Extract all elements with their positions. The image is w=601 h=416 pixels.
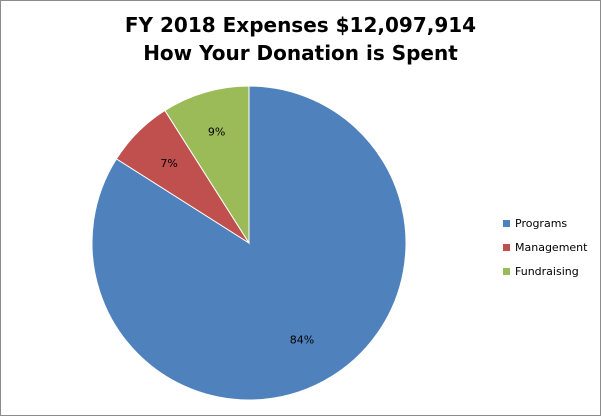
chart-title-line2: How Your Donation is Spent [143, 41, 458, 65]
legend-swatch-management [503, 243, 510, 251]
chart-title-line1: FY 2018 Expenses $12,097,914 [124, 13, 477, 37]
legend-label-management: Management [515, 240, 588, 254]
legend-swatch-fundraising [503, 267, 510, 275]
pie-label-management: 7% [160, 157, 177, 170]
pie-slice-fundraising [164, 85, 250, 245]
legend-item-programs: Programs [503, 211, 587, 235]
legend-label-programs: Programs [515, 216, 568, 230]
chart-legend: Programs Management Fundraising [503, 211, 587, 283]
legend-swatch-programs [503, 219, 510, 227]
legend-label-fundraising: Fundraising [515, 264, 579, 278]
pie-label-fundraising: 9% [208, 125, 225, 138]
chart-title: FY 2018 Expenses $12,097,914 How Your Do… [1, 11, 600, 67]
pie-label-programs: 84% [290, 333, 314, 346]
legend-item-fundraising: Fundraising [503, 259, 587, 283]
legend-item-management: Management [503, 235, 587, 259]
